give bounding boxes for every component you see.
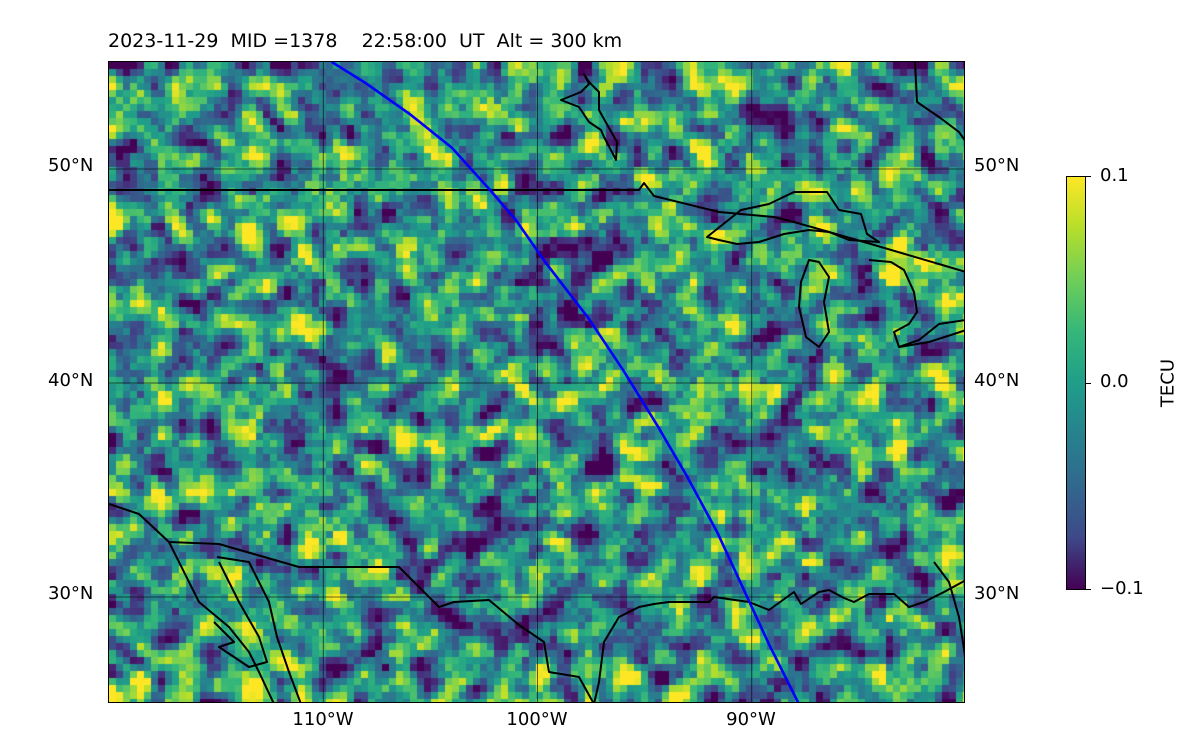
baja-east-shore (213, 561, 268, 668)
hudson-bay-coast (914, 62, 964, 141)
lake-michigan (798, 259, 830, 348)
country-borders (109, 182, 964, 702)
lat-label-left-50: 50°N (48, 155, 94, 176)
lat-label-right-40: 40°N (974, 370, 1020, 391)
lon-label-90w: 90°W (726, 709, 776, 730)
colorbar-label-zero: 0.0 (1100, 371, 1129, 392)
lake-erie (898, 329, 964, 348)
colorbar-tick-mid (1086, 383, 1091, 384)
lat-label-left-40: 40°N (48, 370, 94, 391)
us-mexico-border (109, 503, 595, 702)
florida-west-coast (933, 561, 964, 656)
lat-label-right-50: 50°N (974, 155, 1020, 176)
gridlines (109, 62, 964, 702)
colorbar-tick-top (1086, 176, 1091, 177)
us-canada-border (109, 182, 964, 273)
lake-huron (868, 259, 964, 348)
figure-title: 2023-11-29 MID =1378 22:58:00 UT Alt = 3… (108, 30, 623, 52)
satellite-track (331, 62, 800, 702)
lon-label-110w: 110°W (292, 709, 354, 730)
coastlines (168, 62, 964, 702)
lat-label-left-30: 30°N (48, 583, 94, 604)
baja-california-coast (216, 556, 302, 702)
gulf-of-california-coast-east (168, 541, 275, 702)
colorbar (1066, 176, 1086, 590)
colorbar-label-max: 0.1 (1100, 165, 1129, 186)
lat-label-right-30: 30°N (974, 583, 1020, 604)
map-overlay (109, 62, 964, 702)
colorbar-tick-bottom (1086, 589, 1091, 590)
colorbar-label-min: −0.1 (1100, 578, 1144, 599)
gulf-of-mexico-coast (593, 579, 964, 702)
lake-superior (706, 191, 880, 245)
lake-winnipeg (560, 73, 618, 161)
lon-label-100w: 100°W (506, 709, 568, 730)
map-frame (108, 61, 965, 703)
colorbar-axis-label: TECU (1157, 358, 1179, 408)
